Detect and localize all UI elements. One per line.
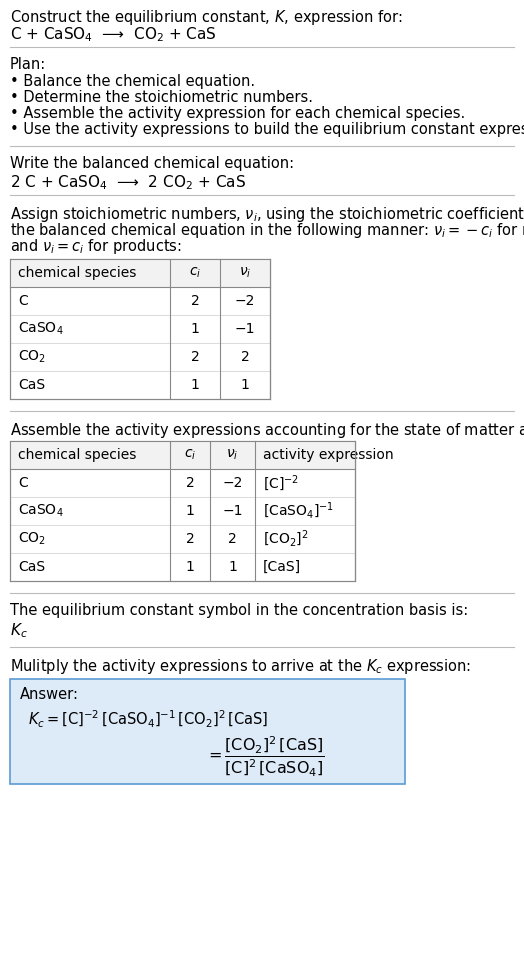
Text: • Assemble the activity expression for each chemical species.: • Assemble the activity expression for e… [10,106,465,121]
Text: $c_i$: $c_i$ [189,266,201,280]
Text: 1: 1 [191,378,200,392]
Text: Write the balanced chemical equation:: Write the balanced chemical equation: [10,156,294,171]
Text: activity expression: activity expression [263,448,394,462]
Text: 2: 2 [228,532,237,546]
Text: 2 C + CaSO$_4$  ⟶  2 CO$_2$ + CaS: 2 C + CaSO$_4$ ⟶ 2 CO$_2$ + CaS [10,173,246,191]
Text: • Balance the chemical equation.: • Balance the chemical equation. [10,74,255,89]
Text: 2: 2 [191,350,199,364]
Text: and $\nu_i = c_i$ for products:: and $\nu_i = c_i$ for products: [10,237,182,256]
Text: 2: 2 [185,532,194,546]
Text: $K_c = [\mathrm{C}]^{-2}\,[\mathrm{CaSO_4}]^{-1}\,[\mathrm{CO_2}]^{2}\,[\mathrm{: $K_c = [\mathrm{C}]^{-2}\,[\mathrm{CaSO_… [28,709,268,730]
Text: CaS: CaS [18,560,45,574]
Bar [10,259,270,399]
Text: Plan:: Plan: [10,57,46,72]
Text: CaSO$_4$: CaSO$_4$ [18,502,63,520]
Text: the balanced chemical equation in the following manner: $\nu_i = -c_i$ for react: the balanced chemical equation in the fo… [10,221,524,240]
Text: C + CaSO$_4$  ⟶  CO$_2$ + CaS: C + CaSO$_4$ ⟶ CO$_2$ + CaS [10,25,217,44]
Text: −2: −2 [235,294,255,308]
Text: −2: −2 [222,476,243,490]
Text: Construct the equilibrium constant, $K$, expression for:: Construct the equilibrium constant, $K$,… [10,8,402,27]
Text: 2: 2 [185,476,194,490]
Bar [10,441,355,469]
Text: [CaS]: [CaS] [263,560,301,574]
Bar [10,441,355,581]
Text: Answer:: Answer: [20,687,79,702]
Bar [10,259,270,287]
Text: −1: −1 [235,322,255,336]
Text: Mulitply the activity expressions to arrive at the $K_c$ expression:: Mulitply the activity expressions to arr… [10,657,471,676]
Text: The equilibrium constant symbol in the concentration basis is:: The equilibrium constant symbol in the c… [10,603,468,618]
Text: $K_c$: $K_c$ [10,621,28,639]
Bar [10,679,405,784]
Text: 2: 2 [241,350,249,364]
Text: [CO$_2$]$^{2}$: [CO$_2$]$^{2}$ [263,529,309,549]
Text: CO$_2$: CO$_2$ [18,531,46,547]
Text: C: C [18,476,28,490]
Text: [CaSO$_4$]$^{-1}$: [CaSO$_4$]$^{-1}$ [263,501,334,522]
Text: $\nu_i$: $\nu_i$ [239,266,251,280]
Text: $c_i$: $c_i$ [184,448,196,462]
Text: chemical species: chemical species [18,266,136,280]
Text: 1: 1 [185,504,194,518]
Text: $= \dfrac{[\mathrm{CO_2}]^{2}\,[\mathrm{CaS}]}{[\mathrm{C}]^{2}\,[\mathrm{CaSO_4: $= \dfrac{[\mathrm{CO_2}]^{2}\,[\mathrm{… [205,734,324,778]
Text: $\nu_i$: $\nu_i$ [226,448,239,462]
Text: CaS: CaS [18,378,45,392]
Text: 1: 1 [228,560,237,574]
Text: • Use the activity expressions to build the equilibrium constant expression.: • Use the activity expressions to build … [10,122,524,137]
Text: Assign stoichiometric numbers, $\nu_i$, using the stoichiometric coefficients, $: Assign stoichiometric numbers, $\nu_i$, … [10,205,524,224]
Text: C: C [18,294,28,308]
Text: [C]$^{-2}$: [C]$^{-2}$ [263,473,299,493]
Text: 1: 1 [241,378,249,392]
Text: CaSO$_4$: CaSO$_4$ [18,321,63,337]
Text: 1: 1 [185,560,194,574]
Text: CO$_2$: CO$_2$ [18,348,46,366]
Text: −1: −1 [222,504,243,518]
Text: chemical species: chemical species [18,448,136,462]
Text: 2: 2 [191,294,199,308]
Text: • Determine the stoichiometric numbers.: • Determine the stoichiometric numbers. [10,90,313,105]
Text: 1: 1 [191,322,200,336]
Text: Assemble the activity expressions accounting for the state of matter and $\nu_i$: Assemble the activity expressions accoun… [10,421,524,440]
